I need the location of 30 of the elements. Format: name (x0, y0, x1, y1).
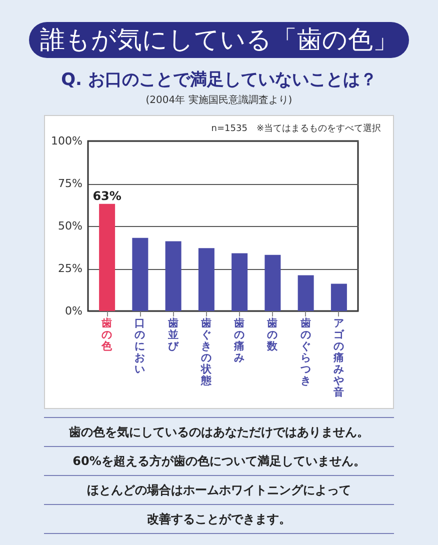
text: 60%を超える方が歯の色について満足していません。 (44, 446, 394, 475)
text: n=1535 ※当てはまるものをすべて選択 (211, 122, 381, 135)
text: (2004年 実施国民意識調査より) (144, 94, 294, 107)
bar (99, 204, 116, 311)
bar (165, 241, 182, 311)
x-tick-label: 歯ぐきの状態 (200, 316, 213, 387)
text: 歯の色を気にしているのはあなただけではありません。 (44, 417, 394, 446)
bar (232, 253, 248, 311)
chart-subtitle: Q. お口のことで満足していないことは？ (60, 69, 378, 91)
y-tick-label: 50% (58, 220, 82, 232)
x-tick-label: 口のにおい (134, 318, 146, 376)
y-tick-label: 25% (58, 262, 82, 275)
bar (198, 248, 214, 311)
data-label: 63% (92, 188, 122, 203)
y-tick-label: 0% (65, 304, 82, 318)
bar (298, 275, 314, 311)
text: ほとんどの場合はホームホワイトニングによって (44, 475, 394, 504)
bar (132, 238, 148, 311)
y-tick-label: 75% (58, 177, 82, 190)
bar (330, 284, 347, 311)
text: 改善することができます。 (44, 504, 394, 534)
x-tick-label: アゴの痛みや音 (332, 318, 346, 398)
bar (264, 254, 281, 311)
chart-title: 誰もが気にしている「歯の色」 (29, 22, 409, 58)
x-tick-label: 歯のぐらつき (299, 316, 312, 387)
y-tick-label: 100% (51, 134, 82, 148)
x-tick-label: 歯の色 (100, 316, 114, 352)
x-tick-label: 歯の数 (266, 316, 280, 352)
x-tick-label: 歯の痛み (233, 316, 246, 364)
x-tick-label: 歯並び (166, 316, 180, 352)
